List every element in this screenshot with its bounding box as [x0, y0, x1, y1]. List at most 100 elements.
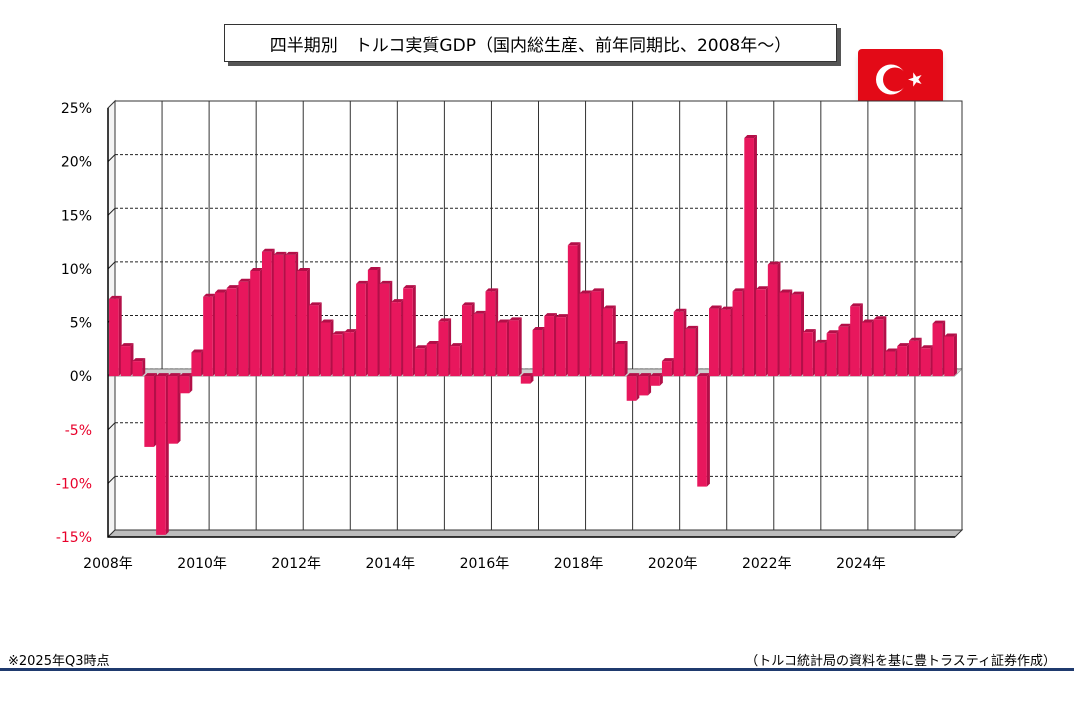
bar	[850, 306, 860, 377]
bar	[544, 316, 554, 377]
bar	[309, 305, 319, 377]
bar-top	[767, 261, 781, 265]
bar-top	[932, 320, 946, 324]
bar-top	[179, 373, 193, 377]
bar	[226, 288, 237, 377]
bar	[403, 288, 413, 377]
bar-top	[885, 348, 899, 352]
crescent-star-icon	[876, 64, 922, 95]
bar	[720, 309, 731, 377]
bar-top	[603, 305, 616, 309]
bar	[732, 291, 743, 377]
bar	[144, 376, 154, 447]
bar	[944, 336, 954, 377]
bar	[861, 322, 872, 377]
bar	[120, 346, 131, 377]
bar	[791, 294, 802, 377]
bar-top	[438, 318, 452, 322]
bar-top	[638, 373, 652, 377]
bar-top	[367, 266, 381, 270]
bar-top	[344, 329, 357, 333]
bar-top	[356, 280, 369, 284]
bar-top	[803, 329, 816, 333]
bar	[779, 292, 790, 377]
bar-top	[156, 373, 169, 377]
bar-top	[226, 285, 240, 289]
bar-top	[944, 333, 957, 337]
bar	[614, 343, 625, 377]
bar-top	[697, 373, 710, 377]
bar	[520, 376, 531, 384]
x-tick-label: 2012年	[271, 556, 321, 572]
bar-top	[850, 303, 863, 307]
bar-top	[614, 340, 628, 344]
bar	[709, 308, 719, 377]
bar-top	[214, 289, 228, 293]
bar-top	[497, 319, 510, 323]
chart-title: 四半期別 トルコ実質GDP（国内総生産、前年同期比、2008年～）	[224, 24, 837, 62]
bar-top	[814, 339, 828, 343]
bar	[885, 351, 896, 377]
bar-top	[791, 291, 805, 295]
bar	[497, 322, 507, 377]
bar	[461, 305, 472, 377]
footer-rule	[0, 668, 1074, 671]
bar-top	[556, 314, 569, 318]
bar	[485, 291, 496, 377]
bar-top	[132, 358, 146, 362]
bar	[567, 245, 578, 377]
bar-top	[238, 278, 252, 282]
bar	[638, 376, 649, 396]
y-tick-label: 25%	[61, 101, 92, 117]
bar-side	[695, 325, 699, 377]
bar-top	[720, 306, 734, 310]
bar-side	[518, 317, 522, 377]
bar	[756, 289, 766, 377]
bar	[814, 342, 825, 377]
bar-top	[673, 308, 687, 312]
x-tick-label: 2020年	[648, 556, 698, 572]
bar-top	[544, 313, 557, 317]
bar-top	[744, 135, 757, 139]
bar	[932, 323, 943, 377]
bar	[438, 321, 449, 377]
x-tick-label: 2018年	[554, 556, 604, 572]
bar	[920, 348, 931, 377]
bar-top	[250, 268, 263, 272]
bar-top	[661, 358, 675, 362]
bar-top	[579, 290, 593, 294]
bar	[297, 271, 307, 377]
bar	[556, 317, 566, 377]
x-tick-label: 2014年	[366, 556, 416, 572]
bar-top	[203, 293, 216, 297]
y-tick-label: -10%	[56, 476, 92, 492]
bar-side	[624, 340, 628, 377]
bar	[214, 292, 225, 377]
bar-top	[909, 337, 922, 341]
bar	[838, 326, 849, 377]
bar-side	[706, 373, 710, 487]
bar	[426, 343, 437, 377]
footnote: ※2025年Q3時点	[8, 654, 110, 669]
bar-top	[309, 302, 322, 306]
bar-top	[861, 319, 875, 323]
bar	[803, 332, 813, 377]
gdp-bar-chart: 25% 20% 15% 10% 5% 0% -5% -10% -15% 2008年 2010年 201…	[56, 99, 964, 572]
y-tick-label: -15%	[56, 530, 92, 546]
bar	[603, 308, 613, 377]
bar	[344, 332, 354, 377]
x-tick-label: 2008年	[83, 556, 133, 572]
bar-top	[426, 340, 440, 344]
bar	[191, 352, 202, 377]
bar-top	[779, 289, 793, 293]
bar-top	[591, 288, 605, 292]
bar	[332, 334, 343, 377]
source-note: （トルコ統計局の資料を基に豊トラスティ証券作成）	[745, 654, 1056, 669]
bar-top	[109, 295, 122, 299]
bar-side	[142, 358, 146, 377]
bar	[579, 293, 590, 377]
y-tick-label: 0%	[70, 369, 92, 385]
y-tick-label: -5%	[65, 423, 92, 439]
bar	[250, 271, 260, 377]
y-tick-label: 5%	[70, 316, 92, 332]
